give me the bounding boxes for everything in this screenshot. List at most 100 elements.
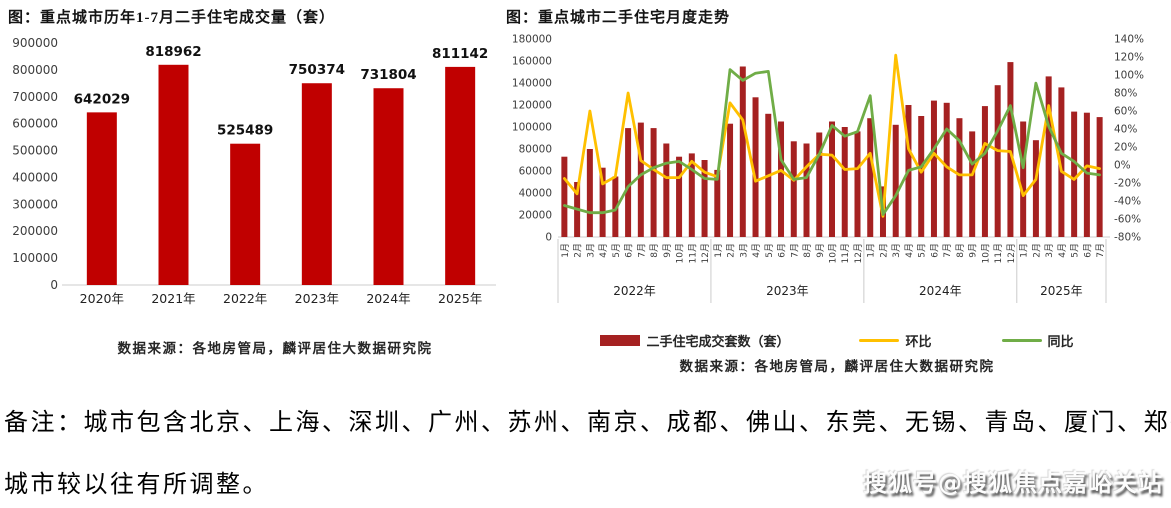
volume-bar-swatch [600, 335, 641, 346]
right-chart-left-y-tick: 20000 [519, 210, 552, 222]
bar-2022年-5月 [612, 176, 619, 237]
yoy-line [563, 68, 1101, 216]
month-label-2024年-4月: 4月 [904, 243, 915, 258]
month-label-2023年-3月: 3月 [738, 243, 749, 258]
left-chart-y-tick: 100000 [12, 251, 58, 265]
legend-yoy-label: 同比 [1047, 334, 1074, 349]
bar-2023年-8月 [803, 143, 810, 237]
bar-2022年-11月 [688, 153, 695, 237]
left-chart-y-tick: 600000 [12, 117, 58, 131]
month-label-2022年-12月: 12月 [700, 243, 711, 263]
bar-2025年-1月 [1020, 121, 1027, 237]
right-chart-left-y-tick: 0 [545, 232, 552, 244]
bar-2022年 [230, 143, 261, 285]
bar-2025年-2月 [1032, 140, 1039, 237]
month-label-2024年-10月: 10月 [980, 243, 991, 263]
bar-2021年 [158, 64, 189, 285]
bar-2022年-3月 [586, 149, 593, 237]
legend-volume-label: 二手住宅成交套数（套） [646, 334, 790, 349]
annual-chart-source: 数据来源：各地房管局，麟评居住大数据研究院 [117, 341, 433, 356]
bar-2024年-11月 [994, 85, 1001, 237]
annual-volume-bar-chart: 0 100000 200000 300000 400000 500000 600000 700… [12, 36, 496, 306]
bar-2024年-6月 [930, 100, 937, 237]
monthly-trend-combo-chart: 0 20000 40000 60000 80000 100000 120000 140000 1… [512, 34, 1144, 303]
bar-2022年-4月 [599, 167, 606, 237]
bar-2022年-8月 [650, 128, 657, 237]
right-chart-right-y-tick: -60% [1114, 214, 1141, 226]
left-chart-y-tick: 900000 [12, 36, 58, 50]
month-label-2022年-11月: 11月 [687, 243, 698, 263]
monthly-trend-chart-panel: 图：重点城市二手住宅月度走势 0 20000 40000 60000 80000 1000… [506, 6, 1168, 375]
bar-2022年-12月 [701, 160, 708, 237]
month-label-2024年-11月: 11月 [993, 243, 1004, 263]
annual-volume-chart-panel: 图：重点城市历年1-7月二手住宅成交量（套） 0 100000 200000 3000… [8, 6, 502, 357]
right-chart-right-y-tick: -40% [1114, 196, 1141, 208]
month-label-2024年-9月: 9月 [968, 243, 979, 258]
right-chart-left-y-tick: 40000 [519, 188, 552, 200]
right-chart-right-y-tick: -20% [1114, 178, 1141, 190]
bar-2024年-1月 [867, 118, 874, 237]
bar-2022年-6月 [625, 128, 632, 237]
bar-2023年-10月 [829, 121, 835, 237]
x-category-label-2025年: 2025年 [438, 291, 482, 306]
left-chart-y-tick: 400000 [12, 170, 58, 184]
annual-chart-title: 图：重点城市历年1-7月二手住宅成交量（套） [8, 10, 335, 26]
month-label-2023年-12月: 12月 [853, 243, 864, 263]
right-chart-right-y-tick: 80% [1114, 88, 1137, 100]
bar-2025年 [445, 66, 476, 285]
bar-2020年 [86, 112, 117, 285]
bar-2025年-7月 [1096, 117, 1103, 237]
bar-2024年-10月 [981, 106, 988, 237]
bar-2023年-2月 [727, 123, 734, 237]
month-label-2024年-12月: 12月 [1006, 243, 1017, 263]
left-chart-y-tick: 800000 [12, 63, 58, 77]
bar-2024年-3月 [892, 124, 899, 237]
bar-2023年-3月 [739, 66, 746, 237]
x-category-label-2021年: 2021年 [151, 291, 195, 306]
bar-value-label-2020年: 642029 [74, 91, 130, 107]
right-chart-left-y-tick: 80000 [519, 144, 552, 156]
month-label-2025年-5月: 5月 [1070, 243, 1081, 258]
month-label-2022年-4月: 4月 [598, 243, 609, 258]
right-chart-right-y-tick: 20% [1114, 142, 1137, 154]
month-label-2022年-3月: 3月 [585, 243, 596, 258]
month-label-2024年-8月: 8月 [955, 243, 966, 258]
monthly-chart-title: 图：重点城市二手住宅月度走势 [506, 10, 731, 26]
right-chart-right-y-tick: 140% [1114, 34, 1144, 46]
month-label-2024年-5月: 5月 [917, 243, 928, 258]
bar-2023年 [301, 83, 332, 285]
year-group-label-2024年: 2024年 [919, 284, 962, 298]
right-chart-right-y-tick: 60% [1114, 106, 1137, 118]
bar-2023年-9月 [816, 132, 823, 237]
legend-item-volume: 二手住宅成交套数（套） [600, 331, 789, 350]
month-label-2023年-1月: 1月 [713, 243, 724, 258]
month-label-2025年-1月: 1月 [1019, 243, 1030, 258]
mom-line [563, 53, 1101, 218]
right-chart-left-y-tick: 100000 [512, 122, 552, 134]
month-label-2022年-1月: 1月 [560, 243, 571, 258]
note-line-1: 备注：城市包含北京、上海、深圳、广州、苏州、南京、成都、佛山、东莞、无锡、青岛、… [4, 410, 1171, 436]
x-category-label-2023年: 2023年 [295, 291, 339, 306]
month-label-2023年-5月: 5月 [764, 243, 775, 258]
bar-value-label-2024年: 731804 [360, 67, 416, 83]
bar-2024年-8月 [956, 118, 963, 237]
month-label-2022年-10月: 10月 [675, 243, 686, 263]
month-label-2023年-7月: 7月 [789, 243, 800, 258]
right-chart-left-y-tick: 160000 [512, 56, 552, 68]
month-label-2024年-6月: 6月 [929, 243, 940, 258]
bar-2022年-10月 [676, 156, 683, 237]
month-label-2022年-2月: 2月 [573, 243, 584, 258]
bar-2024年 [373, 88, 404, 285]
bar-2022年-9月 [663, 143, 670, 237]
bar-2024年-5月 [918, 116, 925, 237]
bar-2023年-1月 [714, 169, 721, 237]
right-chart-right-y-tick: 40% [1114, 124, 1137, 136]
left-chart-y-tick: 300000 [12, 197, 58, 211]
month-label-2025年-7月: 7月 [1095, 243, 1106, 258]
right-chart-right-y-tick: 0% [1114, 160, 1131, 172]
right-chart-left-y-tick: 60000 [519, 166, 552, 178]
yoy-line-swatch [1001, 338, 1042, 343]
month-label-2025年-4月: 4月 [1057, 243, 1068, 258]
bar-2023年-4月 [752, 97, 759, 237]
month-label-2024年-1月: 1月 [866, 243, 877, 258]
